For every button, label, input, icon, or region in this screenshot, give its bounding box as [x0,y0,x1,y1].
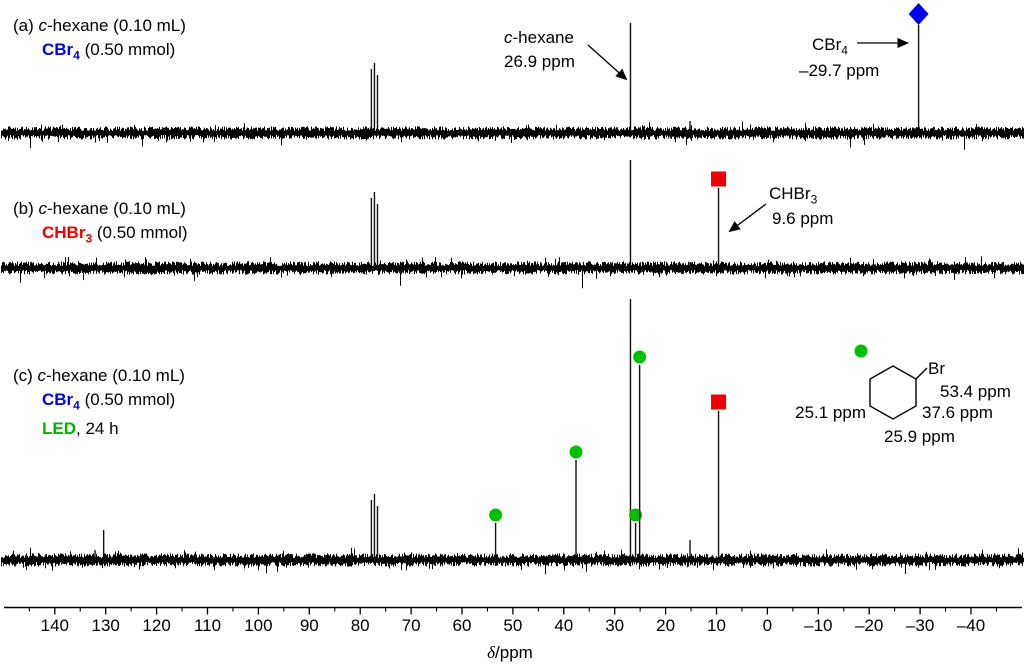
axis-tick-label: 100 [244,616,273,635]
panel-a-label: (a) c-hexane (0.10 mL) CBr4 (0.50 mmol) [13,14,186,67]
axis-tick-label: 10 [707,616,726,635]
arrow-chbr3 [728,203,767,233]
axis-tick-label: –10 [804,616,833,635]
axis-tick-label: 50 [503,616,523,635]
axis-title-unit: /ppm [495,643,533,662]
annotation-hexane-shift: 26.9 ppm [504,52,575,71]
axis-tick-label: 70 [401,616,421,635]
structure-shift-c3: 25.1 ppm [795,403,866,422]
panel-c-line2: CBr4 (0.50 mmol) [42,390,176,413]
structure-shift-c1: 53.4 ppm [940,382,1011,401]
annotation-hexane-name: c-hexane [504,28,574,47]
structure-br-label: Br [928,359,945,378]
structure-br-bond [915,367,928,380]
axis-tick-label: 90 [299,616,319,635]
structure-ring [869,365,917,420]
annotation-chbr3-shift: 9.6 ppm [772,209,834,228]
panel-b-line2: CHBr3 (0.50 mmol) [42,223,188,246]
axis-tick-label: 110 [193,616,222,635]
axis-tick-label: 140 [40,616,69,635]
circle-marker [569,445,583,459]
noise-panel-b [1,256,1024,289]
panel-a-line2: CBr4 (0.50 mmol) [42,40,176,63]
axis-tick-label: 130 [91,616,120,635]
noise-panel-a [1,121,1024,150]
axis-tick-label: 0 [762,616,773,635]
annotation-hexane: c-hexane 26.9 ppm [504,26,575,74]
axis-tick-label: 60 [452,616,472,635]
annotation-cbr4-shift: –29.7 ppm [799,61,880,80]
axis-tick-label: –40 [956,616,986,635]
structure-shift-c2: 37.6 ppm [922,403,993,422]
axis-tick-label: 120 [142,616,171,635]
structure-shift-c4: 25.9 ppm [884,427,955,446]
noise-panel-c [1,547,1024,575]
annotation-chbr3-formula: CHBr3 [769,184,818,207]
panel-c-line3: LED, 24 h [42,419,119,439]
axis-tick-label: 80 [350,616,370,635]
square-marker [711,171,727,187]
axis-title-delta: δ [487,643,496,662]
axis-tick-label: –30 [905,616,935,635]
axis-tick-label: –20 [855,616,884,635]
panel-c-label: (c) c-hexane (0.10 mL) CBr4 (0.50 mmol) … [13,364,185,441]
axis-title: δ/ppm [466,643,554,663]
panel-b-line1: (b) c-hexane (0.10 mL) [13,199,186,218]
annotation-cbr4-formula: CBr4 [812,35,848,58]
panel-c-line1: (c) c-hexane (0.10 mL) [13,366,185,385]
structure-circle-marker [854,344,868,358]
square-marker [711,394,727,410]
circle-marker [633,350,647,364]
arrow-hexane [587,44,628,81]
circle-marker [489,508,503,522]
axis-tick-label: 30 [605,616,625,635]
circle-marker [629,508,643,522]
panel-b-label: (b) c-hexane (0.10 mL) CHBr3 (0.50 mmol) [13,197,188,250]
diamond-marker [908,3,929,25]
axis-tick-label: 20 [656,616,676,635]
panel-a-line1: (a) c-hexane (0.10 mL) [13,16,186,35]
axis-tick-label: 40 [554,616,574,635]
